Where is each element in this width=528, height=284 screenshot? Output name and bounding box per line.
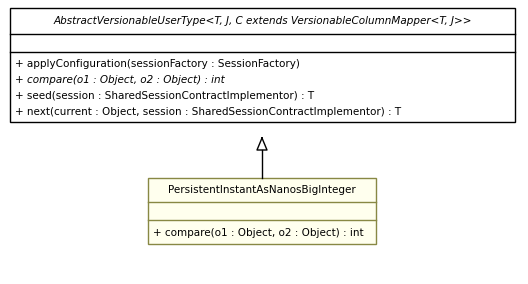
Text: AbstractVersionableUserType<T, J, C extends VersionableColumnMapper<T, J>>: AbstractVersionableUserType<T, J, C exte… — [53, 16, 472, 26]
Text: PersistentInstantAsNanosBigInteger: PersistentInstantAsNanosBigInteger — [168, 185, 356, 195]
Text: + next(current : Object, session : SharedSessionContractImplementor) : T: + next(current : Object, session : Share… — [15, 106, 401, 117]
Polygon shape — [257, 138, 267, 150]
Text: + compare(o1 : Object, o2 : Object) : int: + compare(o1 : Object, o2 : Object) : in… — [153, 228, 364, 238]
Bar — [10, 8, 515, 122]
Text: + seed(session : SharedSessionContractImplementor) : T: + seed(session : SharedSessionContractIm… — [15, 91, 314, 101]
Text: + compare(o1 : Object, o2 : Object) : int: + compare(o1 : Object, o2 : Object) : in… — [15, 75, 225, 85]
Text: + applyConfiguration(sessionFactory : SessionFactory): + applyConfiguration(sessionFactory : Se… — [15, 59, 300, 69]
Bar — [148, 178, 376, 244]
